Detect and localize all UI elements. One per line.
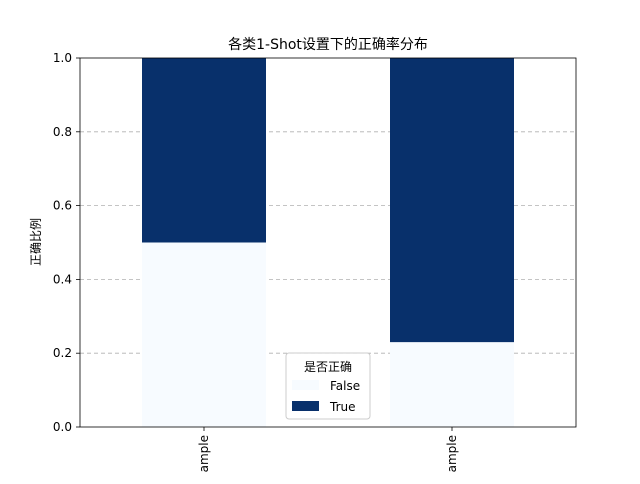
y-tick-label-2: 0.4 [53,272,72,286]
x-tick-label-1: ample [445,435,459,472]
legend: 是否正确 False True [285,352,371,420]
y-tick-label-5: 1.0 [53,51,72,65]
y-axis-label: 正确比例 [29,218,43,266]
chart-title: 各类1-Shot设置下的正确率分布 [228,36,428,53]
axes: ample ample 0.0 0.2 0.4 0.6 0.8 1.0 [53,51,577,472]
legend-label-true: True [329,400,356,414]
bar-false-0 [142,242,266,427]
bar-true-1 [390,58,514,343]
y-tick-label-1: 0.2 [53,346,72,360]
plot-frame [79,57,577,428]
legend-swatch-true [292,401,319,411]
x-tick-label-0: ample [197,435,211,472]
legend-swatch-false [292,380,319,390]
legend-title: 是否正确 [304,360,352,374]
bar-true-0 [142,58,266,243]
bars [142,58,514,427]
y-tick-label-0: 0.0 [53,420,72,434]
y-tick-label-4: 0.8 [53,125,72,139]
legend-label-false: False [330,379,360,393]
y-tick-label-3: 0.6 [53,199,72,213]
bar-false-1 [390,342,514,427]
